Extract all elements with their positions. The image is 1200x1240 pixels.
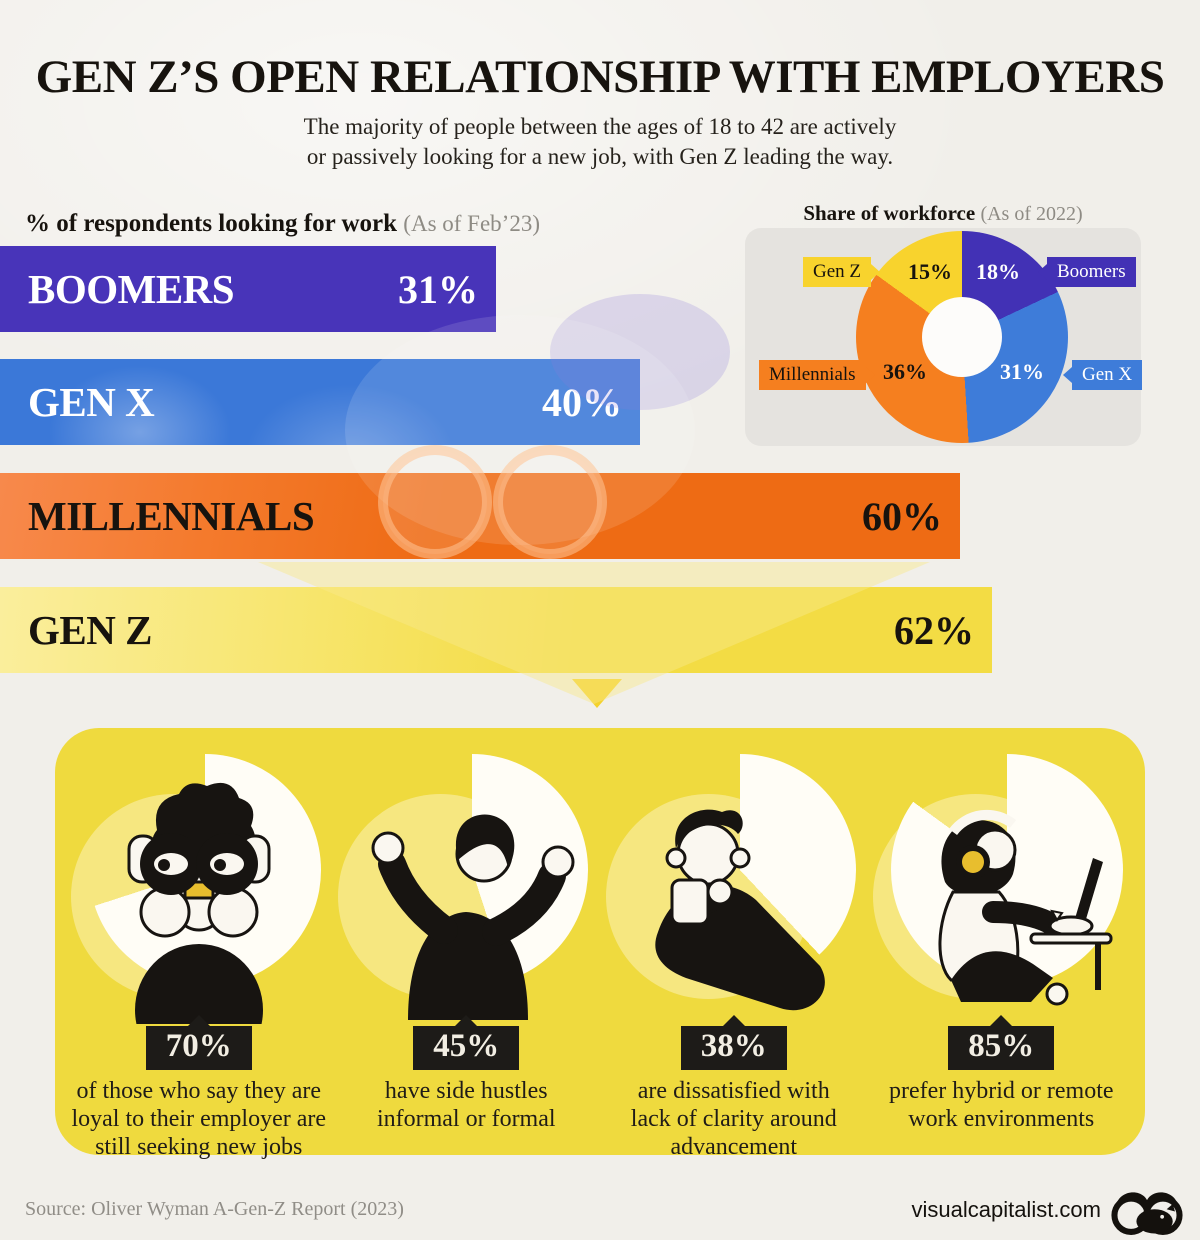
donut-value-boomers: 18% xyxy=(976,259,1020,284)
respondents-chart-heading: % of respondents looking for work (As of… xyxy=(25,210,540,238)
bar-label-boomers: BOOMERS xyxy=(28,266,235,312)
person-thinking-with-mug-illustration xyxy=(655,809,825,1011)
donut-value-genz: 15% xyxy=(908,259,952,284)
workforce-chart-date-note: (As of 2022) xyxy=(980,203,1083,225)
page-title: GEN Z’S OPEN RELATIONSHIP WITH EMPLOYERS xyxy=(35,51,1165,103)
donut-value-millennials: 36% xyxy=(883,359,927,384)
donut-tag-genz: Gen Z xyxy=(803,257,881,287)
bar-millennials: MILLENNIALS 60% xyxy=(0,473,960,559)
bar-value-genz: 62% xyxy=(894,607,974,653)
donut-value-genx: 31% xyxy=(1000,359,1044,384)
bar-genx: GEN X 40% xyxy=(0,359,640,445)
stat-pie-wrap xyxy=(333,742,601,1020)
footer-source: Source: Oliver Wyman A-Gen-Z Report (202… xyxy=(25,1198,404,1220)
stat-caption-dissatisfied: are dissatisfied with lack of clarity ar… xyxy=(630,1078,837,1160)
person-with-binoculars-illustration xyxy=(127,782,271,1024)
stat-column-side-hustles: 45% have side hustles informal or formal xyxy=(333,742,601,1155)
donut-tag-millennials: Millennials xyxy=(759,360,875,390)
visualcapitalist-logo-icon xyxy=(1111,1192,1183,1235)
stat-column-loyal: 70% of those who say they are loyal to t… xyxy=(65,742,333,1160)
person-shrugging-illustration xyxy=(371,814,575,1020)
stat-badge-70: 70% xyxy=(145,1015,252,1070)
stat-column-dissatisfied: 38% are dissatisfied with lack of clarit… xyxy=(600,742,868,1160)
bar-genz: GEN Z 62% xyxy=(0,587,992,673)
footer-site: visualcapitalist.com xyxy=(911,1182,1185,1238)
bar-label-genz: GEN Z xyxy=(28,607,152,653)
genz-stats-panel: 70% of those who say they are loyal to t… xyxy=(55,728,1145,1160)
bar-value-boomers: 31% xyxy=(398,266,478,312)
respondents-chart-title: % of respondents looking for work xyxy=(25,210,398,237)
donut-tag-genx: Gen X xyxy=(1062,360,1143,390)
bar-value-genx: 40% xyxy=(542,379,622,425)
donut-hole xyxy=(922,297,1002,377)
stat-caption-remote-work: prefer hybrid or remote work environment… xyxy=(888,1078,1114,1132)
stat-badge-85: 85% xyxy=(948,1015,1055,1070)
bar-value-millennials: 60% xyxy=(862,493,942,539)
stat-pie-wrap xyxy=(600,742,868,1018)
bar-label-millennials: MILLENNIALS xyxy=(28,493,315,539)
workforce-donut xyxy=(856,231,1068,443)
page-subtitle: The majority of people between the ages … xyxy=(303,114,897,170)
stat-pie-wrap xyxy=(65,742,333,1024)
donut-tag-boomers: Boomers xyxy=(1038,257,1136,287)
stat-badge-45: 45% xyxy=(413,1015,520,1070)
stat-pie-wrap xyxy=(868,742,1136,1018)
workforce-chart-title: Share of workforce xyxy=(803,201,976,225)
stat-caption-side-hustles: have side hustles informal or formal xyxy=(376,1078,556,1132)
person-working-on-laptop-illustration xyxy=(938,809,1113,1006)
bar-label-genx: GEN X xyxy=(28,379,155,425)
stat-column-remote-work: 85% prefer hybrid or remote work environ… xyxy=(868,742,1136,1155)
stat-caption-loyal: of those who say they are loyal to their… xyxy=(71,1078,327,1160)
genz-pointer-triangle xyxy=(572,679,622,708)
workforce-card: 18% 31% 36% 15% Gen Z Boomers Millennial… xyxy=(745,228,1143,446)
site-link[interactable]: visualcapitalist.com xyxy=(911,1197,1101,1222)
respondents-chart-date-note: (As of Feb’23) xyxy=(403,211,540,236)
workforce-chart-heading: Share of workforce (As of 2022) xyxy=(745,201,1141,226)
stat-badge-38: 38% xyxy=(680,1015,787,1070)
bar-boomers: BOOMERS 31% xyxy=(0,246,496,332)
